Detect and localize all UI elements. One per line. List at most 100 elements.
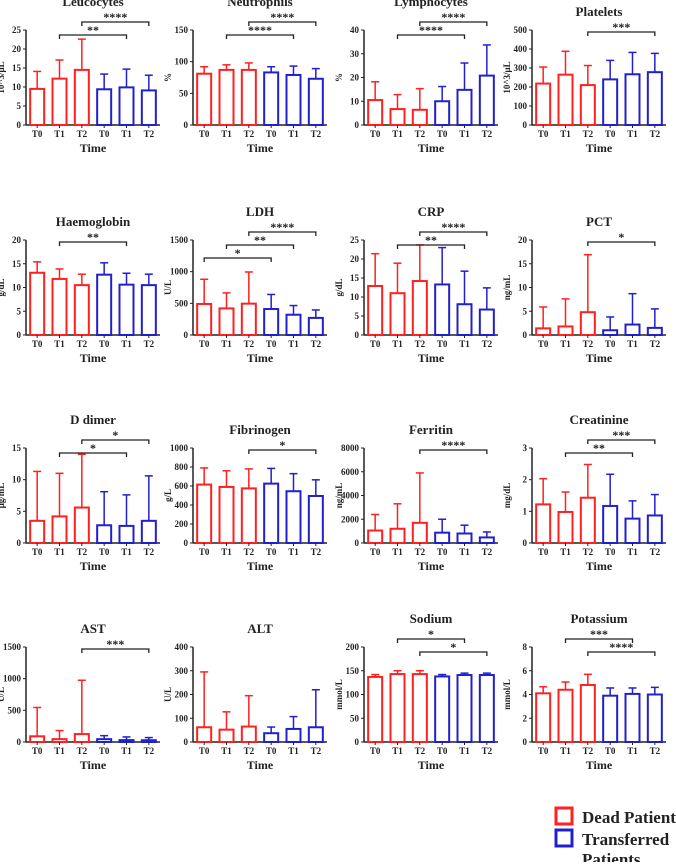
significance-bracket — [248, 231, 317, 236]
x-tick-label: T1 — [392, 129, 403, 139]
significance-bracket — [81, 439, 150, 444]
bar-transferred-t2 — [307, 316, 324, 336]
y-tick-label: 200 — [175, 519, 189, 529]
bar-transferred-t0 — [263, 482, 280, 544]
significance-bracket — [587, 439, 656, 444]
significance-bracket — [396, 244, 466, 249]
significance-bracket — [248, 449, 317, 454]
y-tick-label: 200 — [346, 642, 360, 652]
y-tick-label: 500 — [514, 25, 528, 35]
y-axis-label: g/dL — [334, 278, 344, 296]
y-tick-label: 0 — [184, 538, 189, 548]
y-axis-label: mmol/L — [502, 679, 512, 710]
bar-transferred-t1 — [624, 692, 641, 743]
bar-dead-t2 — [73, 284, 90, 336]
y-axis-label: U/L — [163, 280, 173, 295]
bar-dead-t1 — [51, 77, 68, 126]
y-tick-label: 15 — [12, 259, 22, 269]
significance-label: **** — [248, 23, 272, 37]
x-tick-label: T2 — [650, 547, 661, 557]
y-tick-label: 2 — [523, 713, 528, 723]
bar-transferred-t0 — [96, 88, 113, 126]
significance-bracket — [248, 21, 317, 26]
significance-bracket — [419, 449, 488, 454]
y-tick-label: 0 — [523, 120, 528, 130]
y-tick-label: 300 — [175, 666, 189, 676]
bar-transferred-t1 — [285, 73, 302, 126]
x-tick-label: T2 — [311, 547, 322, 557]
significance-bracket — [225, 34, 295, 39]
bar-dead-t1 — [389, 108, 406, 127]
y-tick-label: 5 — [17, 306, 22, 316]
bar-transferred-t0 — [96, 738, 113, 744]
chart-title: Potassium — [570, 611, 627, 626]
bar-transferred-t0 — [602, 329, 619, 336]
bar-transferred-t2 — [140, 284, 157, 336]
legend-swatch-transferred — [554, 828, 574, 848]
y-tick-label: 15 — [518, 259, 528, 269]
significance-bracket — [419, 231, 488, 236]
x-tick-label: T2 — [650, 339, 661, 349]
y-tick-label: 20 — [518, 235, 528, 245]
bar-dead-t0 — [29, 519, 46, 544]
x-tick-label: T0 — [99, 547, 110, 557]
x-tick-label: T0 — [32, 129, 43, 139]
bar-dead-t0 — [367, 99, 384, 126]
y-tick-label: 0 — [184, 737, 189, 747]
significance-label: **** — [103, 10, 127, 24]
significance-bracket — [58, 34, 128, 39]
x-tick-label: T0 — [437, 547, 448, 557]
x-tick-label: T1 — [221, 746, 232, 756]
bar-transferred-t2 — [140, 519, 157, 544]
x-tick-label: T1 — [221, 339, 232, 349]
bar-dead-t0 — [535, 503, 552, 545]
x-tick-label: T0 — [538, 339, 549, 349]
chart-title: ALT — [247, 621, 273, 636]
x-tick-label: T1 — [459, 339, 470, 349]
bar-dead-t2 — [579, 496, 596, 545]
y-tick-label: 0 — [17, 538, 22, 548]
bar-transferred-t1 — [285, 490, 302, 545]
bar-transferred-t2 — [646, 693, 663, 743]
bar-dead-t0 — [29, 87, 46, 126]
y-tick-label: 0 — [355, 330, 360, 340]
significance-bracket — [58, 452, 128, 457]
significance-label: ** — [593, 441, 605, 455]
significance-label: * — [450, 640, 456, 654]
bar-transferred-t2 — [478, 74, 495, 126]
bar-dead-t2 — [240, 302, 257, 336]
chart-potassium: Potassium 0 2 4 6 8 mmol/L T0 T1 T2 T0 T1 T2 Time ****… — [502, 611, 666, 772]
y-tick-label: 10 — [350, 96, 360, 106]
x-tick-label: T0 — [605, 129, 616, 139]
x-axis-label: Time — [80, 141, 107, 155]
y-tick-label: 1000 — [3, 674, 22, 684]
bar-transferred-t1 — [118, 86, 135, 126]
y-axis-label: 10^3/μL — [502, 61, 512, 93]
bar-dead-t1 — [389, 527, 406, 544]
bar-transferred-t0 — [602, 78, 619, 126]
y-tick-label: 100 — [514, 101, 528, 111]
x-tick-label: T1 — [288, 339, 299, 349]
y-tick-label: 1000 — [170, 267, 189, 277]
significance-bracket — [419, 651, 488, 656]
bar-dead-t0 — [196, 483, 213, 545]
significance-bracket — [419, 21, 488, 26]
y-tick-label: 4000 — [341, 491, 360, 501]
x-tick-label: T2 — [144, 129, 155, 139]
y-tick-label: 30 — [350, 49, 360, 59]
y-tick-label: 25 — [12, 25, 22, 35]
x-tick-label: T1 — [221, 129, 232, 139]
bar-dead-t1 — [218, 485, 235, 545]
x-tick-label: T1 — [627, 746, 638, 756]
x-tick-label: T0 — [370, 129, 381, 139]
y-tick-label: 8 — [523, 642, 528, 652]
y-tick-label: 5 — [17, 101, 22, 111]
y-axis-label: g/L — [163, 489, 173, 502]
x-tick-label: T2 — [244, 339, 255, 349]
significance-label: **** — [419, 23, 443, 37]
x-axis-label: Time — [247, 351, 274, 365]
chart-alt: ALT 0 100 200 300 400 U/L T0 T1 T2 T0 T1 T2 Time — [163, 621, 327, 772]
y-axis-label: % — [334, 73, 344, 82]
